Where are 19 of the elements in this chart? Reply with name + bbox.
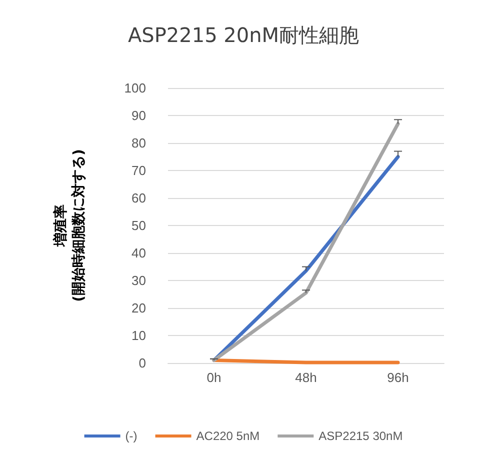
y-tick-label: 100 bbox=[124, 80, 146, 96]
y-tick-label: 30 bbox=[132, 273, 146, 288]
y-tick-label: 80 bbox=[132, 136, 146, 150]
y-tick-label: 40 bbox=[132, 246, 146, 260]
x-tick-label: 96h bbox=[387, 370, 409, 385]
y-tick-label: 90 bbox=[132, 108, 146, 123]
y-tick-label: 60 bbox=[132, 190, 146, 206]
y-axis-title: 増殖率 (開始時細胞数に対する) bbox=[52, 149, 87, 302]
y-tick-label: 20 bbox=[132, 300, 146, 316]
legend-label: AC220 5nM bbox=[196, 429, 260, 443]
y-tick-label: 70 bbox=[132, 163, 146, 178]
x-tick-label: 48h bbox=[295, 370, 317, 385]
chart-title: ASP2215 20nM耐性細胞 bbox=[128, 23, 360, 47]
y-tick-label: 10 bbox=[132, 328, 146, 343]
x-tick-label: 0h bbox=[206, 370, 222, 385]
legend-label: (-) bbox=[125, 429, 138, 443]
y-tick-label: 50 bbox=[132, 218, 146, 233]
y-tick-label: 0 bbox=[138, 356, 146, 370]
legend-label: ASP2215 30nM bbox=[318, 429, 403, 443]
